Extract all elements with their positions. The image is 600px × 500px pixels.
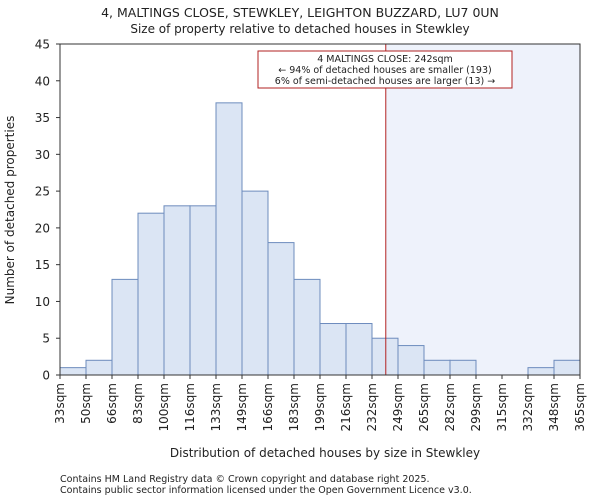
y-tick-label: 20 (35, 221, 50, 235)
y-tick-label: 5 (42, 332, 50, 346)
bar-332sqm (527, 367, 555, 376)
bar-199sqm (319, 323, 347, 376)
bar-66sqm (111, 278, 139, 376)
annotation-line-1: 4 MALTINGS CLOSE: 242sqm (317, 54, 453, 65)
bar-33sqm (59, 367, 87, 376)
y-tick-label: 45 (35, 38, 50, 52)
x-tick-label: 183sqm (287, 383, 301, 431)
x-tick-label: 365sqm (573, 383, 587, 431)
bar-83sqm (137, 212, 165, 376)
y-tick-label: 0 (42, 369, 50, 383)
y-tick-label: 10 (35, 295, 50, 309)
x-tick-label: 282sqm (443, 383, 457, 431)
x-tick-label: 199sqm (313, 383, 327, 431)
x-tick-label: 166sqm (261, 383, 275, 431)
x-tick-label: 315sqm (495, 383, 509, 431)
bar-216sqm (345, 323, 373, 376)
y-tick-label: 35 (35, 111, 50, 125)
x-tick-label: 216sqm (339, 383, 353, 431)
x-tick-label: 83sqm (131, 383, 145, 424)
x-tick-label: 133sqm (209, 383, 223, 431)
x-tick-label: 100sqm (157, 383, 171, 431)
bar-249sqm (397, 345, 425, 376)
footer-line-1: Contains HM Land Registry data © Crown c… (60, 474, 430, 485)
chart-subtitle: Size of property relative to detached ho… (130, 22, 469, 36)
x-tick-label: 299sqm (469, 383, 483, 431)
bar-183sqm (293, 278, 321, 376)
x-tick-label: 116sqm (183, 383, 197, 431)
y-tick-label: 40 (35, 74, 50, 88)
bar-348sqm (553, 359, 581, 376)
annotation-line-3: 6% of semi-detached houses are larger (1… (275, 76, 495, 87)
larger-properties-shade (385, 44, 580, 375)
annotation-box: 4 MALTINGS CLOSE: 242sqm ← 94% of detach… (257, 50, 513, 89)
y-axis-label: Number of detached properties (3, 116, 17, 305)
y-tick-label: 25 (35, 185, 50, 199)
x-tick-label: 249sqm (391, 383, 405, 431)
y-tick-label: 15 (35, 258, 50, 272)
bar-149sqm (241, 190, 269, 376)
bar-50sqm (85, 359, 113, 376)
x-tick-label: 232sqm (365, 383, 379, 431)
x-tick-label: 265sqm (417, 383, 431, 431)
bar-116sqm (189, 205, 217, 376)
bar-282sqm (449, 359, 477, 376)
bar-133sqm (215, 102, 243, 376)
x-tick-label: 33sqm (53, 383, 67, 424)
bar-100sqm (163, 205, 191, 376)
x-tick-label: 149sqm (235, 383, 249, 431)
x-tick-label: 50sqm (79, 383, 93, 424)
annotation-frame (257, 50, 513, 89)
x-tick-label: 66sqm (105, 383, 119, 424)
footer-line-2: Contains public sector information licen… (60, 485, 472, 496)
bar-166sqm (267, 242, 295, 376)
annotation-line-2: ← 94% of detached houses are smaller (19… (278, 65, 491, 76)
x-tick-label: 332sqm (521, 383, 535, 431)
x-axis-label: Distribution of detached houses by size … (170, 446, 480, 460)
x-tick-label: 348sqm (547, 383, 561, 431)
chart-title: 4, MALTINGS CLOSE, STEWKLEY, LEIGHTON BU… (101, 5, 499, 20)
bar-232sqm (371, 337, 399, 376)
bar-265sqm (423, 359, 451, 376)
y-tick-label: 30 (35, 148, 50, 162)
